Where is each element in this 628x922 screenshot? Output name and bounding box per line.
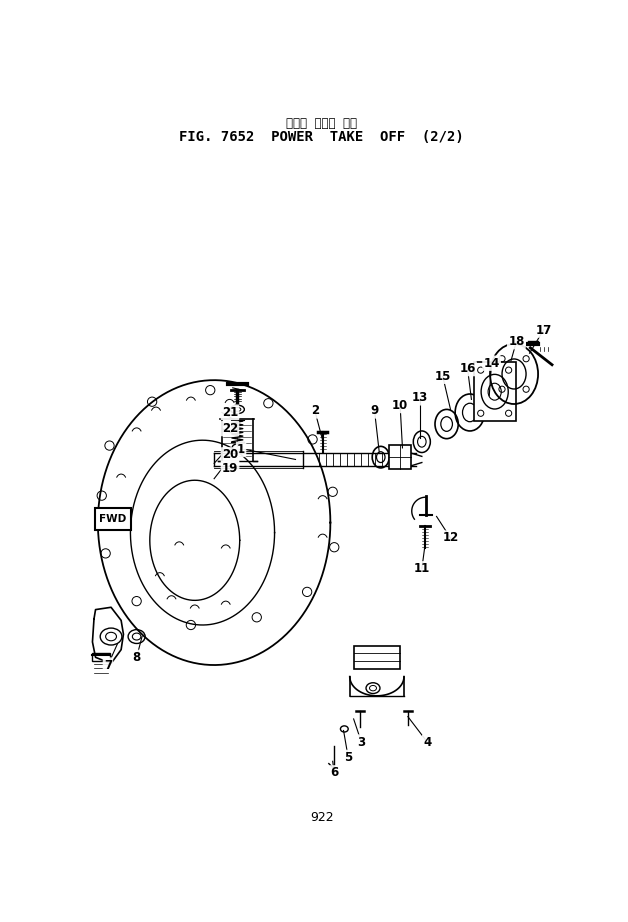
Text: 4: 4 (423, 736, 431, 749)
Text: 922: 922 (310, 811, 333, 824)
Text: 9: 9 (371, 405, 379, 418)
Text: 1: 1 (237, 443, 245, 456)
Text: 21: 21 (222, 406, 238, 419)
Text: 5: 5 (344, 751, 352, 764)
Bar (354, 645, 400, 668)
Bar (389, 444, 411, 469)
FancyBboxPatch shape (95, 508, 131, 529)
Text: 6: 6 (330, 766, 338, 779)
Text: 13: 13 (411, 391, 428, 405)
Text: 3: 3 (357, 736, 365, 749)
Text: 18: 18 (508, 335, 524, 349)
Text: 7: 7 (104, 658, 112, 671)
Text: 10: 10 (392, 399, 408, 412)
Text: 20: 20 (222, 448, 238, 461)
Text: 22: 22 (222, 422, 238, 435)
Text: 16: 16 (459, 362, 476, 375)
Text: 12: 12 (442, 531, 458, 545)
Text: 11: 11 (414, 562, 430, 575)
Bar (474, 362, 516, 421)
Text: 8: 8 (133, 651, 141, 664)
Text: 2: 2 (311, 405, 319, 418)
Text: 19: 19 (222, 462, 238, 475)
Text: FIG. 7652  POWER  TAKE  OFF  (2/2): FIG. 7652 POWER TAKE OFF (2/2) (180, 130, 464, 144)
Text: 14: 14 (484, 357, 500, 370)
Text: 17: 17 (536, 324, 551, 337)
Text: FWD: FWD (99, 514, 126, 524)
Text: 15: 15 (435, 370, 451, 383)
Bar (92, 654, 109, 661)
Text: パワー  テーク  オフ: パワー テーク オフ (286, 117, 357, 130)
